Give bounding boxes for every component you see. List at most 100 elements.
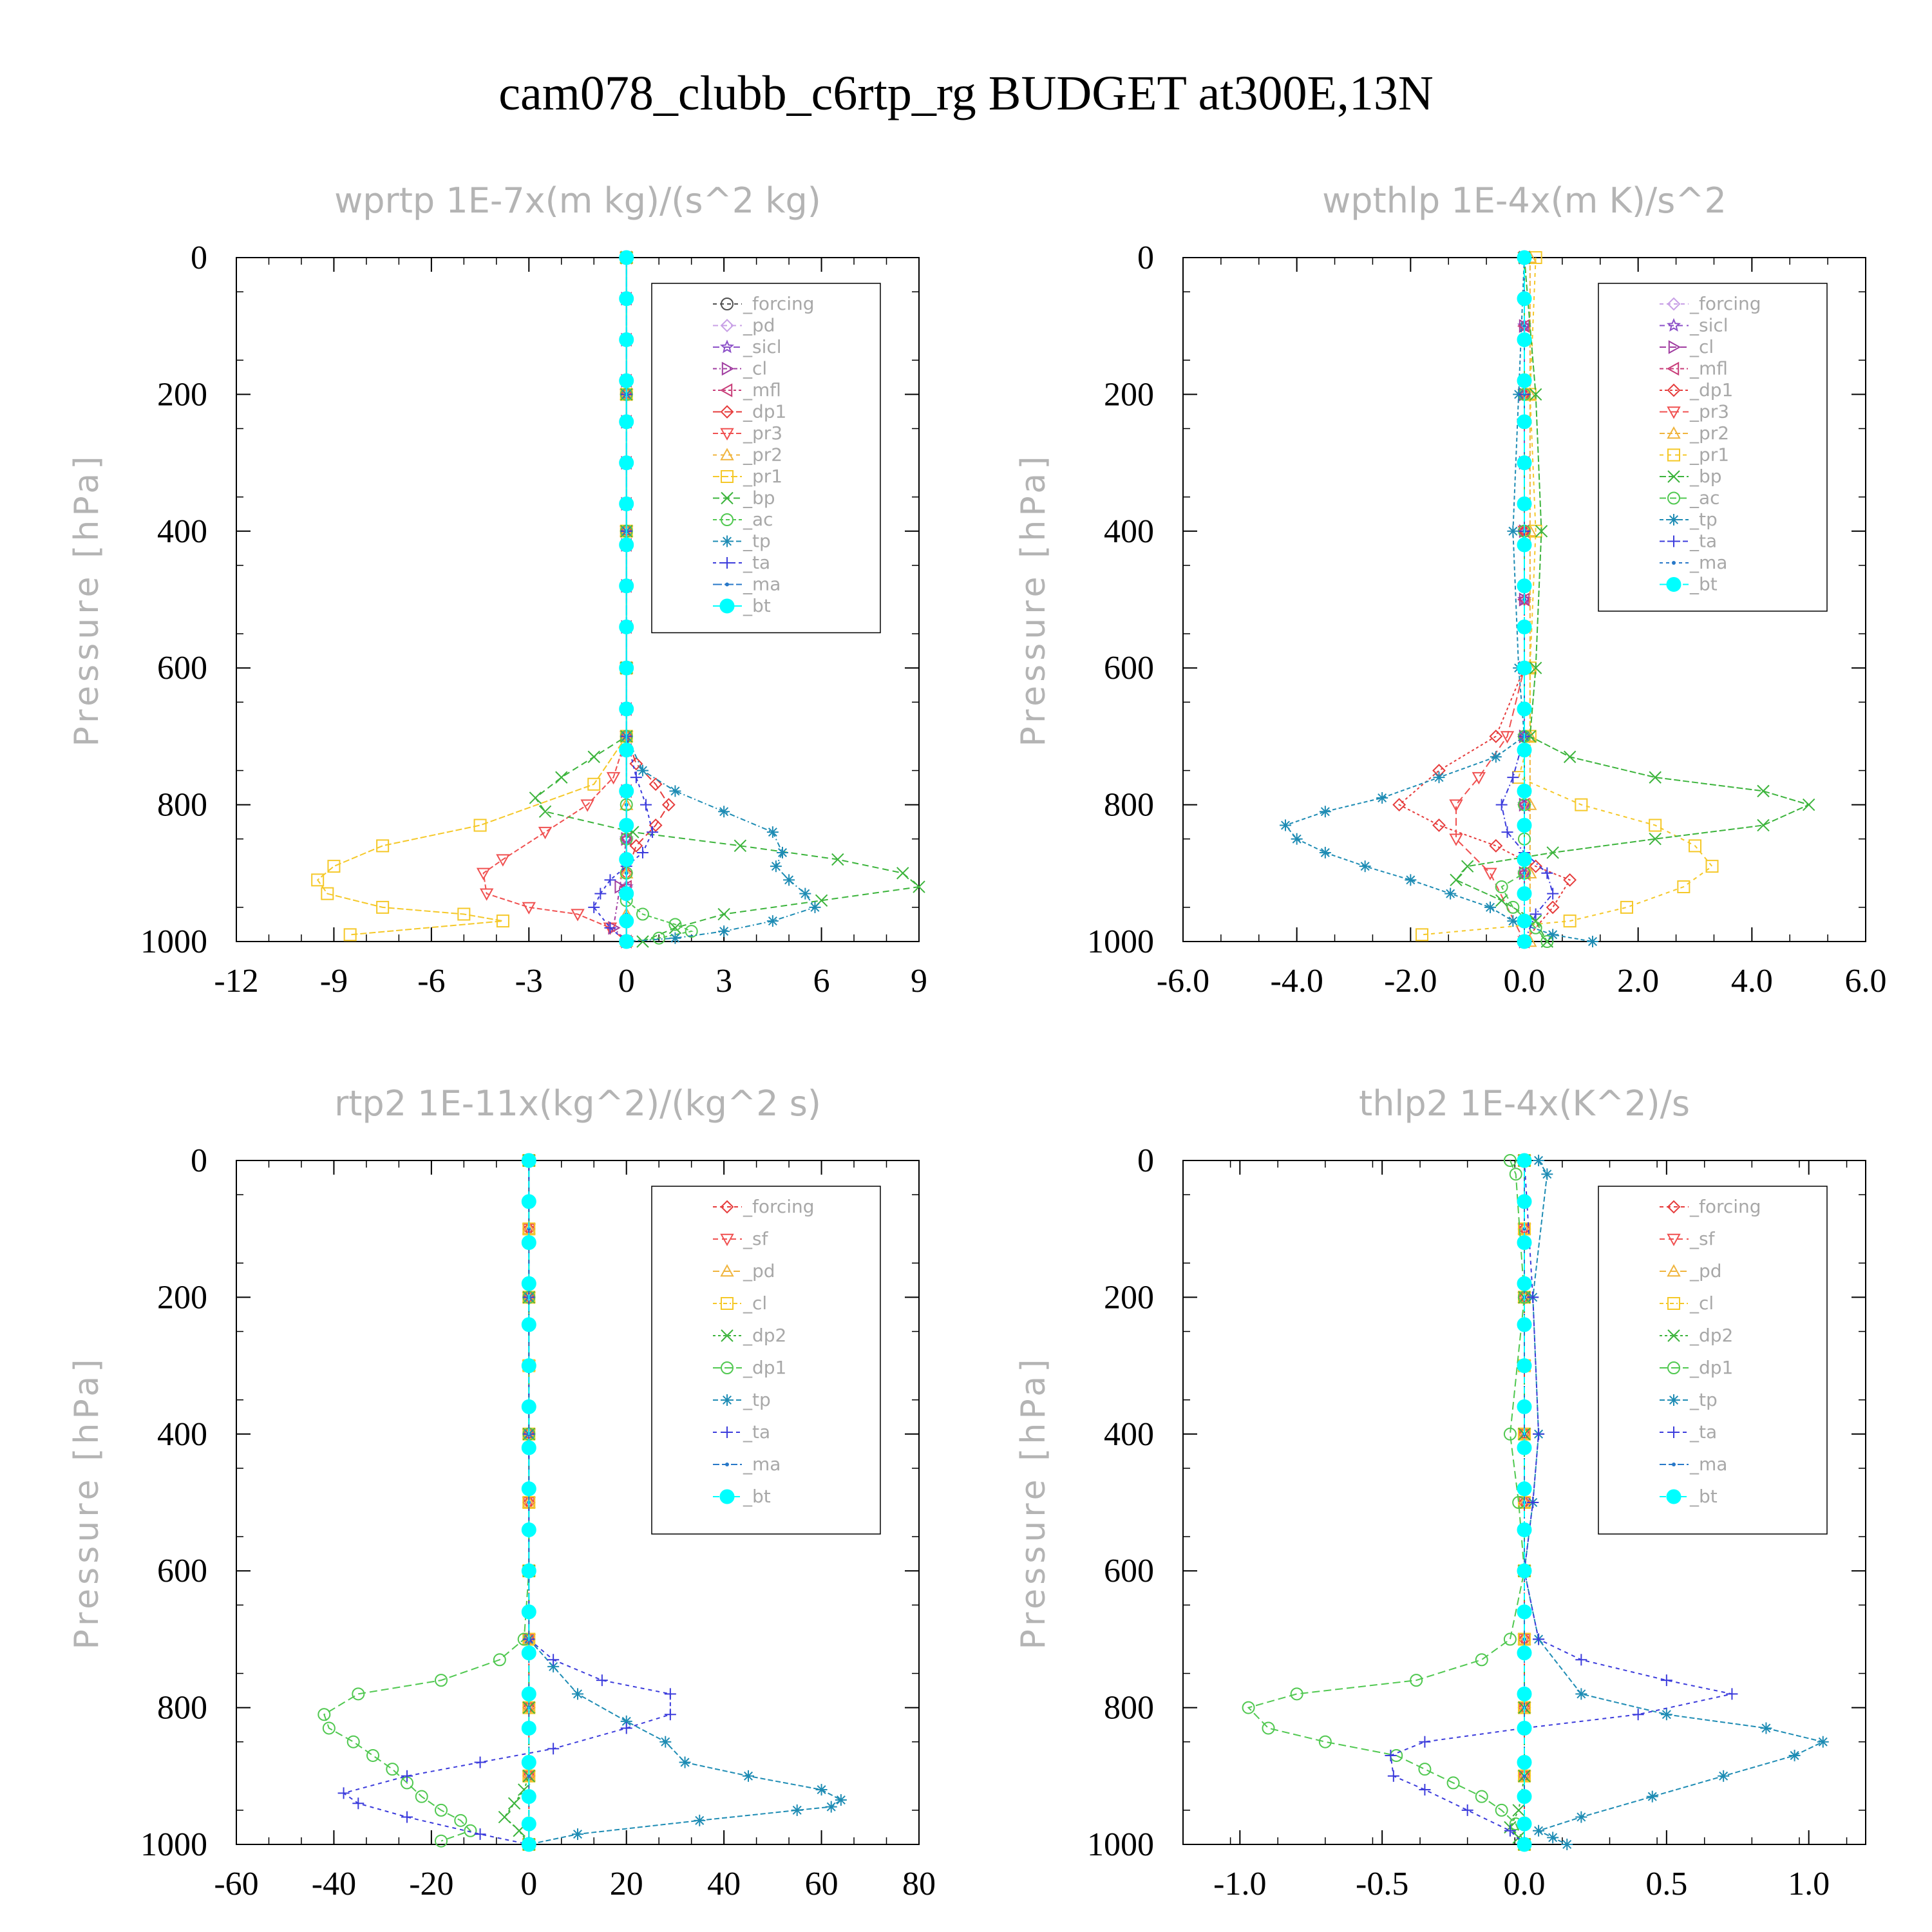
legend-entry: _bt (1660, 1486, 1718, 1507)
legend-entry: _sf (1660, 1228, 1716, 1249)
legend-label: _tp (743, 531, 771, 552)
data-point (1527, 1291, 1539, 1303)
legend-label: _bt (1689, 574, 1718, 595)
legend-label: _ma (743, 574, 781, 595)
series-dp1 (1242, 1154, 1531, 1851)
legend-entry: _ta (1660, 1421, 1717, 1443)
data-point (1529, 388, 1542, 401)
legend-entry: _cl (713, 1293, 767, 1314)
data-point (1432, 819, 1446, 832)
legend-entry: _mfl (1660, 358, 1728, 379)
data-point (1575, 798, 1588, 811)
data-point (1517, 934, 1532, 949)
data-point (913, 880, 925, 893)
data-point (1529, 859, 1543, 873)
data-point (629, 838, 643, 853)
data-point (529, 791, 542, 804)
data-point (572, 1688, 583, 1700)
data-point (1449, 799, 1463, 812)
data-point (668, 922, 682, 934)
legend-label: _bt (743, 595, 771, 616)
data-point (415, 1790, 428, 1803)
legend-marker (721, 1329, 734, 1342)
legend-marker (720, 1200, 734, 1214)
legend-label: _ta (1689, 1421, 1717, 1443)
data-point (521, 1235, 536, 1250)
legend-entry: _bt (713, 1486, 771, 1507)
data-point (619, 817, 634, 833)
data-point (1575, 1654, 1587, 1666)
data-point (1503, 1154, 1517, 1167)
legend-marker (1667, 1233, 1681, 1247)
data-point (1517, 1720, 1532, 1736)
legend-marker (721, 535, 733, 547)
x-tick-label: 80 (902, 1866, 936, 1902)
y-tick-label: 1000 (1087, 1826, 1154, 1863)
data-point (1517, 332, 1532, 347)
data-point (1385, 1749, 1397, 1761)
legend-marker (1668, 514, 1680, 526)
data-point (1522, 1774, 1526, 1778)
data-point (1757, 784, 1770, 798)
data-point (619, 934, 634, 949)
data-point (521, 1604, 536, 1620)
legend-label: _cl (1689, 336, 1714, 357)
data-point (1517, 1837, 1532, 1852)
y-tick-label: 0 (191, 240, 207, 276)
y-tick-label: 400 (1104, 1416, 1154, 1453)
data-point (1522, 1227, 1526, 1231)
x-tick-label: 0 (618, 963, 635, 999)
data-point (661, 798, 676, 812)
legend-marker (721, 470, 734, 483)
legend-marker (1672, 1463, 1676, 1466)
data-point (668, 918, 682, 931)
data-point (636, 935, 649, 948)
data-point (1757, 819, 1770, 832)
legend-entry: _tp (713, 531, 771, 552)
legend-label: _sf (743, 1228, 769, 1249)
data-point (669, 932, 681, 944)
data-point (619, 332, 634, 347)
data-point (835, 1794, 847, 1806)
data-point (521, 1358, 536, 1374)
data-point (619, 701, 634, 717)
data-point (1242, 1701, 1255, 1714)
legend-marker (725, 582, 729, 587)
legend-marker (721, 298, 734, 310)
legend-entry: _ta (1660, 531, 1717, 552)
data-point (743, 1770, 754, 1782)
legend-label: _sf (1689, 1228, 1716, 1249)
data-point (636, 764, 649, 777)
data-point (1660, 1709, 1672, 1721)
data-point (1533, 1824, 1545, 1837)
legend-entry: _pr1 (1660, 444, 1729, 466)
data-point (659, 1736, 672, 1748)
legend-entry: _tp (713, 1389, 771, 1410)
x-tick-label: -20 (409, 1866, 453, 1902)
data-point (1503, 1633, 1517, 1646)
legend-marker (1667, 297, 1681, 311)
legend-label: _pr1 (1689, 444, 1729, 466)
data-point (522, 1222, 536, 1236)
data-point (1649, 832, 1662, 846)
data-point (1522, 324, 1526, 328)
panel-title: wprtp 1E-7x(m kg)/(s^2 kg) (334, 180, 821, 221)
data-point (321, 887, 334, 900)
legend-marker (1667, 1200, 1681, 1214)
data-point (664, 1688, 676, 1700)
data-point (1632, 1709, 1644, 1721)
series-line (342, 1160, 671, 1845)
legend-label: _dp1 (1689, 379, 1733, 401)
data-point (555, 771, 568, 784)
data-point (1718, 1770, 1730, 1782)
data-point (1517, 660, 1532, 676)
data-point (346, 1735, 360, 1748)
legend-marker (1667, 491, 1680, 505)
data-point (1517, 1358, 1532, 1374)
data-point (1533, 1155, 1545, 1166)
data-point (604, 874, 616, 886)
legend-label: _cl (743, 358, 767, 379)
data-point (435, 1834, 448, 1848)
legend-label: _ac (1689, 488, 1720, 509)
